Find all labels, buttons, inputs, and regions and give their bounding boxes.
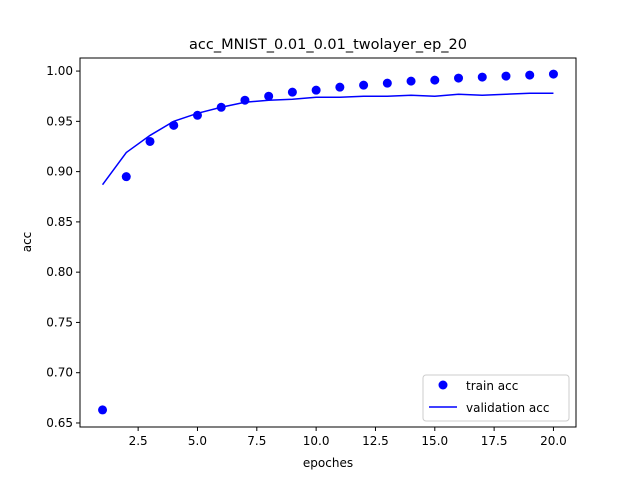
train-acc-point bbox=[406, 76, 416, 86]
train-acc-point bbox=[335, 82, 345, 92]
x-axis-ticks: 2.5 5.0 7.5 10.0 12.5 15.0 17.5 20.0 bbox=[129, 427, 567, 448]
x-axis-label: epoches bbox=[303, 456, 353, 470]
train-acc-point bbox=[548, 69, 558, 79]
train-acc-point bbox=[454, 73, 464, 83]
train-acc-point bbox=[98, 405, 108, 415]
train-acc-point bbox=[359, 80, 369, 90]
legend-label-validation: validation acc bbox=[466, 401, 549, 415]
y-tick-label: 0.65 bbox=[46, 416, 73, 430]
train-acc-point bbox=[430, 75, 440, 85]
train-acc-point bbox=[287, 87, 297, 97]
plot-series bbox=[98, 69, 558, 415]
train-acc-point bbox=[501, 71, 511, 81]
y-tick-label: 0.85 bbox=[46, 215, 73, 229]
x-tick-label: 20.0 bbox=[540, 434, 567, 448]
train-acc-point bbox=[382, 78, 392, 88]
train-acc-point bbox=[216, 102, 226, 112]
validation-acc-line bbox=[101, 92, 554, 186]
train-acc-point bbox=[169, 120, 179, 130]
x-tick-label: 17.5 bbox=[481, 434, 508, 448]
x-tick-label: 12.5 bbox=[362, 434, 389, 448]
train-acc-point bbox=[240, 95, 250, 105]
y-tick-label: 0.80 bbox=[46, 265, 73, 279]
x-tick-label: 15.0 bbox=[421, 434, 448, 448]
x-tick-label: 2.5 bbox=[129, 434, 148, 448]
legend-box bbox=[422, 374, 570, 422]
y-tick-label: 0.75 bbox=[46, 315, 73, 329]
x-tick-label: 10.0 bbox=[303, 434, 330, 448]
y-tick-label: 1.00 bbox=[46, 64, 73, 78]
axes-frame bbox=[79, 57, 577, 428]
y-tick-label: 0.90 bbox=[46, 165, 73, 179]
y-axis-ticks: 0.65 0.70 0.75 0.80 0.85 0.90 0.95 1.00 bbox=[46, 64, 80, 430]
train-acc-point bbox=[477, 72, 487, 82]
x-tick-label: 7.5 bbox=[247, 434, 266, 448]
y-tick-label: 0.95 bbox=[46, 114, 73, 128]
x-tick-label: 5.0 bbox=[188, 434, 207, 448]
y-axis-label: acc bbox=[20, 232, 34, 253]
legend-label-train: train acc bbox=[466, 379, 518, 393]
train-acc-point bbox=[145, 136, 155, 146]
train-acc-point bbox=[311, 85, 321, 95]
train-acc-point bbox=[192, 110, 202, 120]
legend-marker-train bbox=[438, 380, 448, 390]
y-tick-label: 0.70 bbox=[46, 366, 73, 380]
chart-title: acc_MNIST_0.01_0.01_twolayer_ep_20 bbox=[189, 37, 467, 53]
train-acc-point bbox=[264, 91, 274, 101]
train-acc-point bbox=[525, 70, 535, 80]
train-acc-point bbox=[121, 172, 131, 182]
legend: train acc validation acc bbox=[422, 374, 570, 422]
